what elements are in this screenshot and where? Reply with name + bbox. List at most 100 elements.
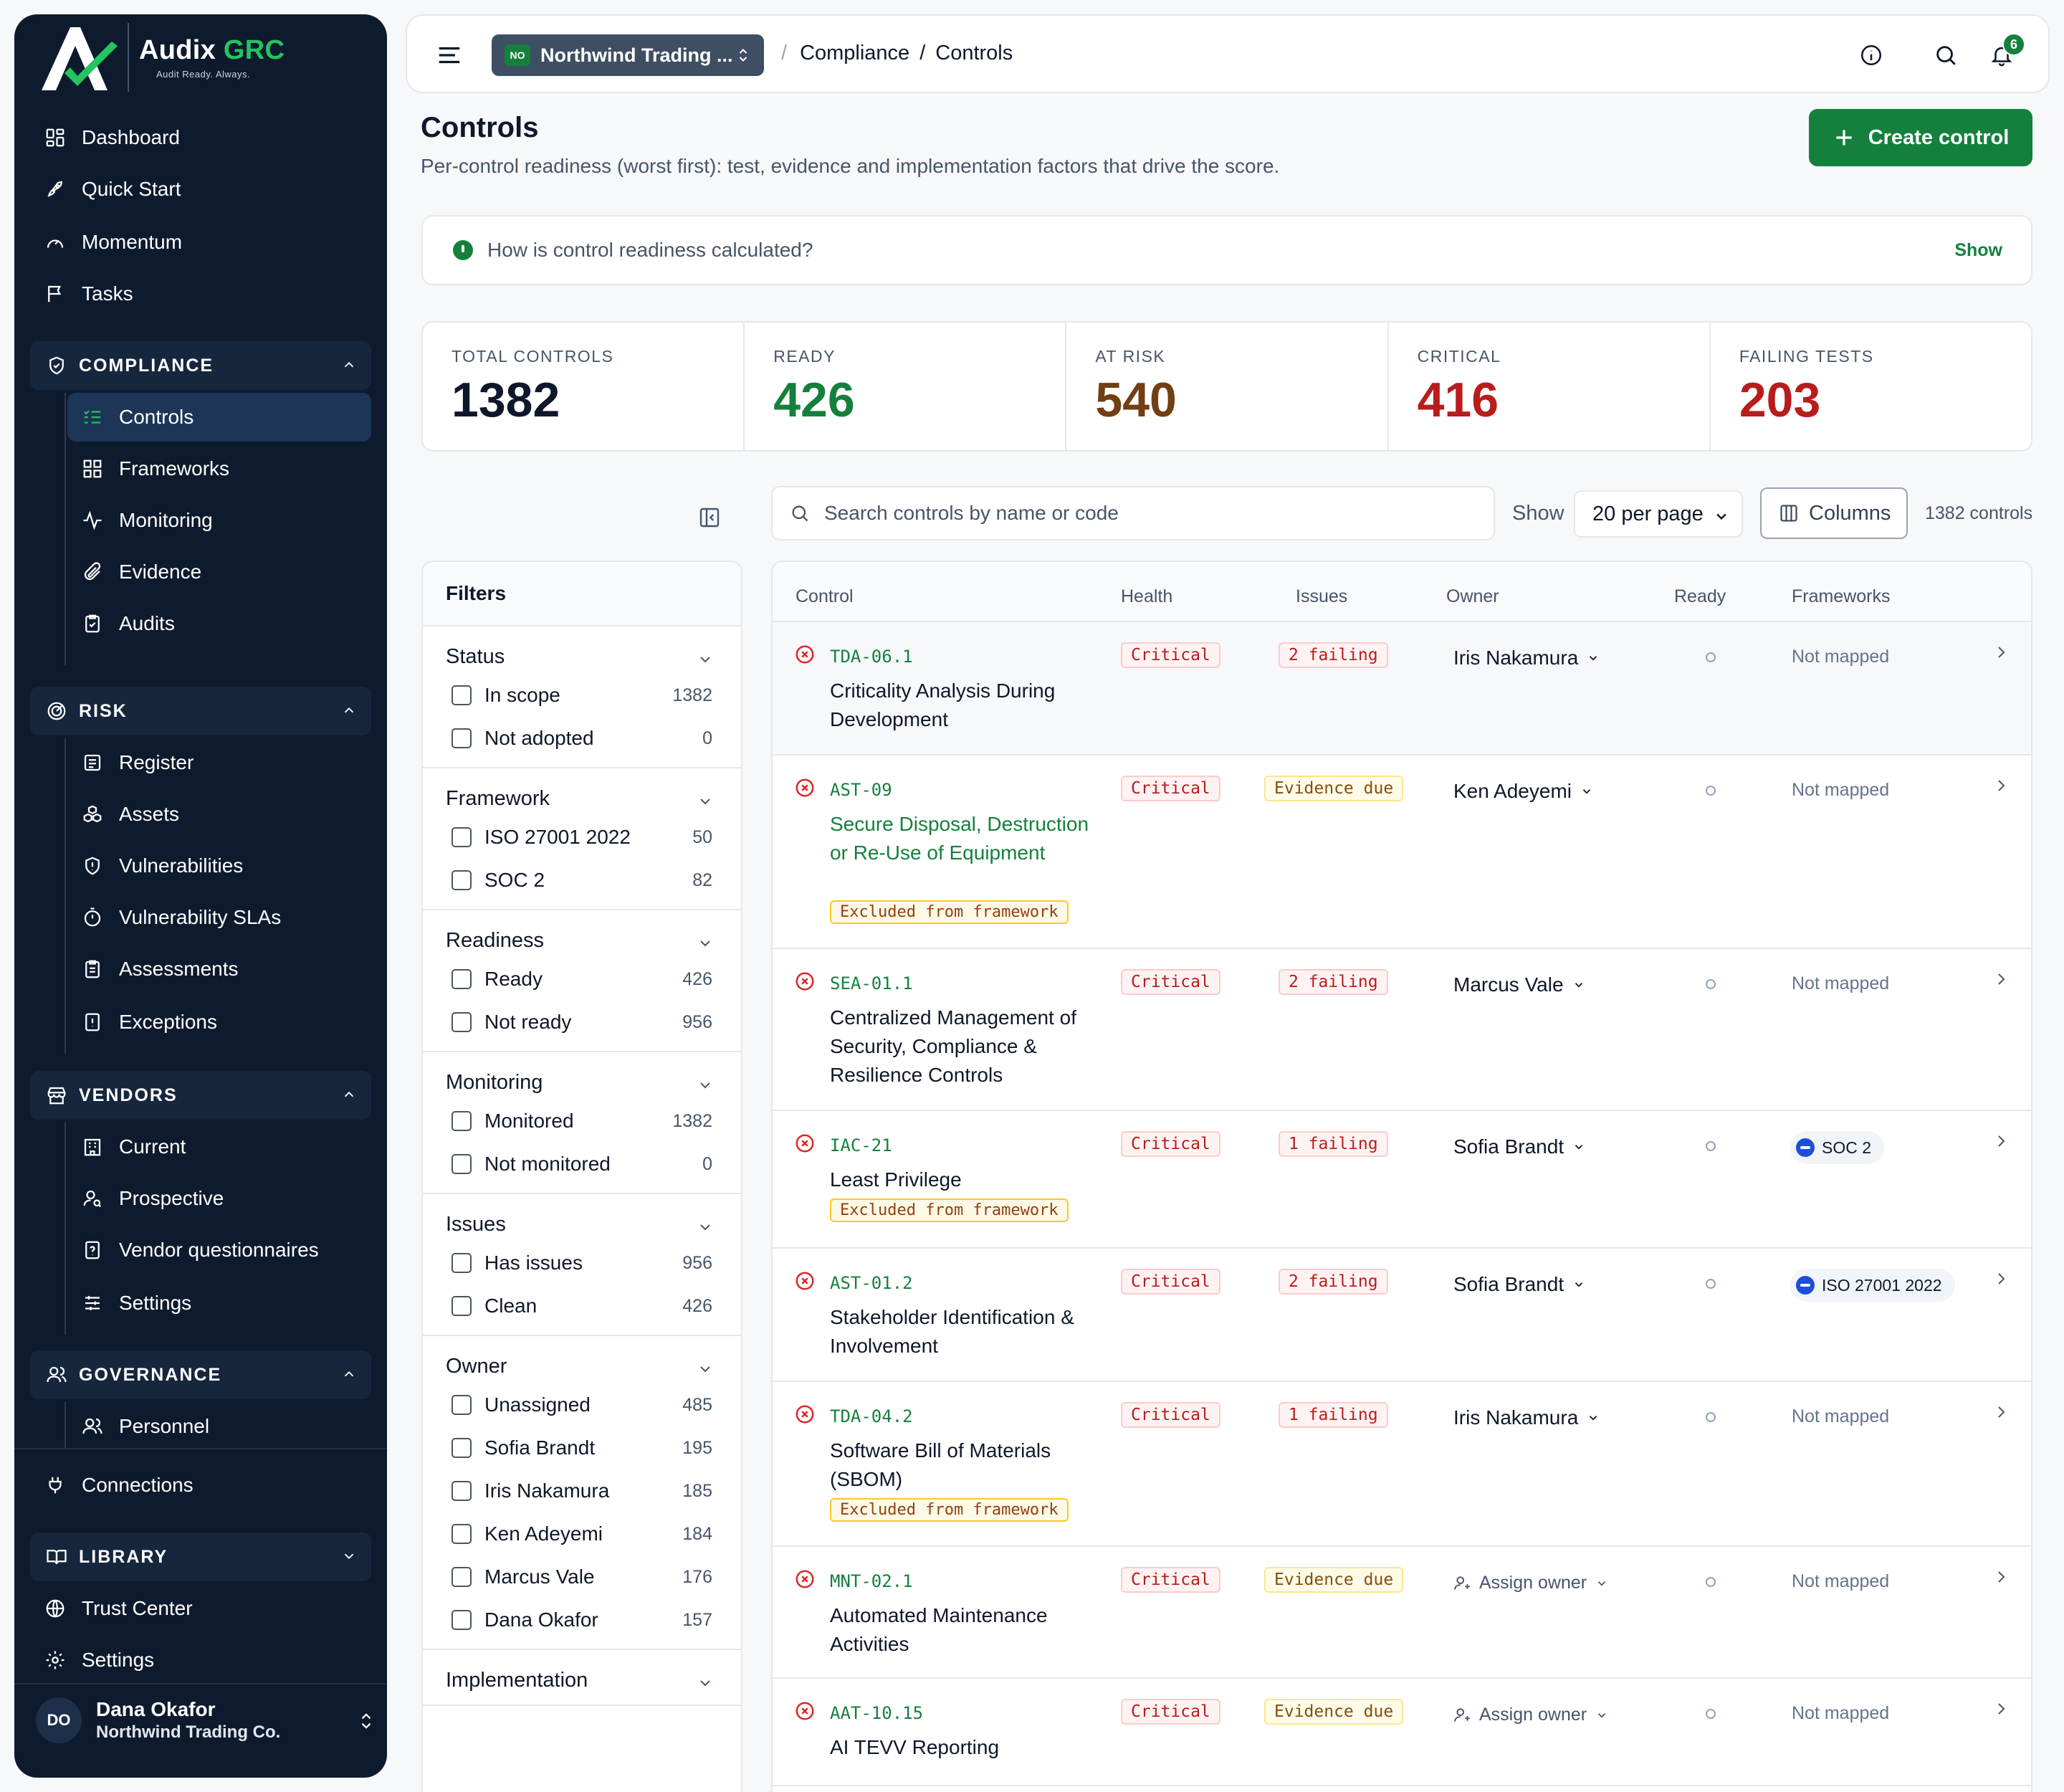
table-row[interactable]: MNT-02.1 Automated Maintenance Activities…: [773, 1547, 2031, 1679]
table-row[interactable]: AST-09 Secure Disposal, Destruction or Re…: [773, 756, 2031, 949]
filter-option[interactable]: Unassigned 485: [423, 1383, 741, 1426]
control-name[interactable]: Automated Maintenance Activities: [830, 1604, 1048, 1655]
control-code[interactable]: AAT-10.15: [830, 1703, 924, 1723]
chevron-right-icon[interactable]: [1992, 971, 2010, 988]
nav-vendor-settings[interactable]: Settings: [82, 1280, 191, 1326]
control-name[interactable]: Stakeholder Identification & Involvement: [830, 1306, 1074, 1357]
filter-checkbox[interactable]: [452, 1154, 472, 1174]
section-risk[interactable]: RISK: [30, 687, 371, 735]
filter-checkbox[interactable]: [452, 1111, 472, 1131]
column-header-control[interactable]: Control: [796, 586, 854, 606]
nav-prospective[interactable]: Prospective: [82, 1176, 224, 1221]
column-header-issues[interactable]: Issues: [1296, 586, 1348, 606]
table-row[interactable]: IAC-21 Least Privilege Excluded from frame…: [773, 1111, 2031, 1249]
filter-checkbox[interactable]: [452, 1567, 472, 1587]
chevron-right-icon[interactable]: [1992, 1403, 2010, 1421]
control-code[interactable]: SEA-01.1: [830, 973, 913, 993]
owner-select[interactable]: Ken Adeyemi: [1453, 780, 1593, 803]
filter-option[interactable]: Has issues 956: [423, 1241, 741, 1285]
table-row[interactable]: AST-01.2 Stakeholder Identification & Inv…: [773, 1249, 2031, 1382]
nav-vendor-questionnaires[interactable]: Vendor questionnaires: [82, 1227, 319, 1273]
nav-connections[interactable]: Connections: [44, 1462, 194, 1508]
filter-option[interactable]: Ready 426: [423, 958, 741, 1001]
owner-select[interactable]: Marcus Vale: [1453, 973, 1585, 996]
collapse-panel-icon[interactable]: [698, 506, 721, 529]
framework-badge[interactable]: ISO 27001 2022: [1790, 1269, 1955, 1302]
filter-option[interactable]: Iris Nakamura 185: [423, 1469, 741, 1512]
nav-controls[interactable]: Controls: [82, 394, 194, 440]
control-name[interactable]: Centralized Management of Security, Comp…: [830, 1006, 1076, 1086]
control-name[interactable]: Least Privilege: [830, 1168, 962, 1191]
filter-group-title[interactable]: Monitoring: [446, 1071, 543, 1094]
nav-trust-center[interactable]: Trust Center: [44, 1586, 193, 1631]
chevron-right-icon[interactable]: [1992, 644, 2010, 661]
framework-badge[interactable]: SOC 2: [1790, 1131, 1885, 1164]
owner-select[interactable]: Iris Nakamura: [1453, 1406, 1600, 1429]
filter-option[interactable]: Not ready 956: [423, 1001, 741, 1044]
nav-assets[interactable]: Assets: [82, 791, 179, 837]
filter-option[interactable]: Marcus Vale 176: [423, 1555, 741, 1598]
brand-logo[interactable]: Audix GRC Audit Ready. Always.: [37, 22, 285, 93]
table-row[interactable]: SEA-01.1 Centralized Management of Securi…: [773, 949, 2031, 1111]
info-icon[interactable]: [1859, 43, 1883, 67]
owner-select[interactable]: Sofia Brandt: [1453, 1273, 1585, 1296]
filter-group-title[interactable]: Implementation: [446, 1669, 588, 1692]
filter-group-title[interactable]: Framework: [446, 787, 550, 810]
filter-option[interactable]: Monitored 1382: [423, 1100, 741, 1143]
nav-exceptions[interactable]: Exceptions: [82, 999, 217, 1045]
filter-group-title[interactable]: Owner: [446, 1355, 507, 1378]
control-name[interactable]: Secure Disposal, Destruction or Re-Use o…: [830, 813, 1089, 864]
control-name[interactable]: Software Bill of Materials (SBOM): [830, 1439, 1051, 1490]
filter-checkbox[interactable]: [452, 728, 472, 748]
assign-owner-button[interactable]: Assign owner: [1453, 1705, 1608, 1725]
filter-option[interactable]: Clean 426: [423, 1285, 741, 1328]
filter-checkbox[interactable]: [452, 1438, 472, 1458]
filter-option[interactable]: In scope 1382: [423, 674, 741, 717]
per-page-select[interactable]: 20 per page: [1574, 490, 1743, 538]
nav-quick-start[interactable]: Quick Start: [44, 166, 181, 212]
filter-checkbox[interactable]: [452, 870, 472, 890]
control-code[interactable]: IAC-21: [830, 1135, 892, 1155]
control-code[interactable]: TDA-06.1: [830, 647, 913, 667]
filter-checkbox[interactable]: [452, 1253, 472, 1273]
columns-button[interactable]: Columns: [1760, 487, 1908, 539]
nav-frameworks[interactable]: Frameworks: [82, 446, 229, 492]
column-header-health[interactable]: Health: [1121, 586, 1173, 606]
filter-checkbox[interactable]: [452, 1395, 472, 1415]
chevron-right-icon[interactable]: [1992, 1568, 2010, 1586]
chevron-right-icon[interactable]: [1992, 1270, 2010, 1287]
filter-checkbox[interactable]: [452, 1012, 472, 1032]
column-header-frameworks[interactable]: Frameworks: [1792, 586, 1891, 606]
filter-group-title[interactable]: Readiness: [446, 929, 545, 952]
filter-option[interactable]: ISO 27001 2022 50: [423, 816, 741, 859]
nav-settings[interactable]: Settings: [44, 1637, 154, 1683]
breadcrumb-compliance[interactable]: Compliance: [800, 42, 910, 65]
control-name[interactable]: Criticality Analysis During Development: [830, 680, 1056, 730]
section-governance[interactable]: GOVERNANCE: [30, 1350, 371, 1399]
owner-select[interactable]: Sofia Brandt: [1453, 1135, 1585, 1158]
nav-current[interactable]: Current: [82, 1124, 186, 1170]
nav-vulnerability-slas[interactable]: Vulnerability SLAs: [82, 895, 281, 940]
create-control-button[interactable]: Create control: [1809, 109, 2032, 166]
filter-group-title[interactable]: Issues: [446, 1213, 506, 1236]
nav-audits[interactable]: Audits: [82, 601, 175, 647]
search-input[interactable]: Search controls by name or code: [771, 486, 1495, 540]
column-header-ready[interactable]: Ready: [1674, 586, 1726, 606]
filter-option[interactable]: Not adopted 0: [423, 717, 741, 760]
filter-option[interactable]: Not monitored 0: [423, 1143, 741, 1186]
nav-momentum[interactable]: Momentum: [44, 219, 182, 265]
control-code[interactable]: AST-01.2: [830, 1273, 913, 1293]
section-vendors[interactable]: VENDORS: [30, 1071, 371, 1120]
filter-option[interactable]: Ken Adeyemi 184: [423, 1512, 741, 1555]
chevron-right-icon[interactable]: [1992, 1133, 2010, 1150]
filter-checkbox[interactable]: [452, 1524, 472, 1544]
section-compliance[interactable]: COMPLIANCE: [30, 341, 371, 390]
nav-monitoring[interactable]: Monitoring: [82, 497, 213, 543]
table-row[interactable]: TDA-06.1 Criticality Analysis During Deve…: [773, 622, 2031, 756]
filter-checkbox[interactable]: [452, 685, 472, 705]
nav-dashboard[interactable]: Dashboard: [44, 115, 180, 161]
control-code[interactable]: MNT-02.1: [830, 1571, 913, 1591]
control-code[interactable]: AST-09: [830, 780, 892, 800]
filter-checkbox[interactable]: [452, 1296, 472, 1316]
filter-checkbox[interactable]: [452, 1610, 472, 1630]
